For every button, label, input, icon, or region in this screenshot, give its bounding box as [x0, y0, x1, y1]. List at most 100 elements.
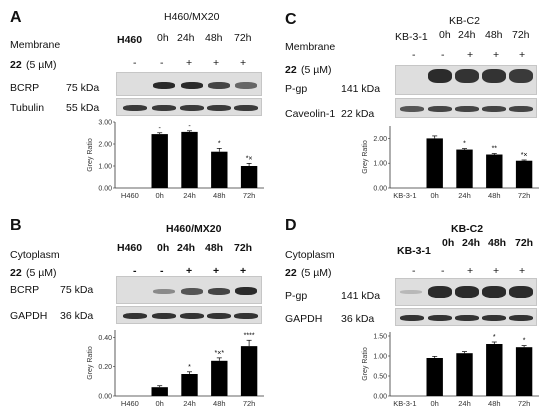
compartment-label: Membrane — [285, 41, 336, 53]
band-name: P-gp — [285, 290, 308, 302]
x-tick-label: 0h — [431, 191, 439, 200]
x-tick-label: 48h — [488, 399, 501, 408]
dose-label: (5 µM) — [301, 64, 332, 76]
x-tick-label: 24h — [183, 399, 196, 408]
band-name: BCRP — [10, 82, 40, 94]
panel-c: C KB-C2 Membrane KB-3-1 0h 24h 48h 72h 2… — [275, 0, 550, 208]
bar — [456, 149, 473, 188]
y-tick-label: 3.00 — [98, 120, 112, 127]
x-tick-label: 72h — [243, 399, 256, 408]
bar-chart: Grey Ratio 0.00 0.20 0.40 H460 0h * 24h *×* 48h **… — [87, 330, 264, 408]
band-kda: 36 kDa — [341, 313, 375, 325]
band-name: GAPDH — [285, 313, 323, 325]
x-tick-label: 24h — [458, 191, 471, 200]
panel-letter: D — [285, 217, 297, 234]
band-kda: 141 kDa — [341, 290, 381, 302]
y-tick-label: 0.00 — [373, 394, 387, 401]
bar — [486, 344, 503, 396]
x-tick-label: 48h — [488, 191, 501, 200]
bar — [240, 166, 258, 188]
y-tick-label: 0.00 — [98, 394, 112, 401]
resistant-cell-label: KB-C2 — [449, 15, 480, 27]
y-tick-label: 0.00 — [98, 186, 112, 193]
treatment-mark: + — [240, 57, 247, 69]
time-label-24h: 24h — [462, 237, 481, 249]
y-tick-label: 1.00 — [98, 164, 112, 171]
y-tick-label: 1.50 — [373, 334, 387, 341]
bar-chart: Grey Ratio 0.00 1.00 2.00 3.00 H460 - 0h - 24h * 48… — [87, 120, 264, 200]
bar — [426, 138, 443, 188]
compound-label: 22 — [10, 59, 22, 71]
significance-mark: - — [159, 125, 162, 132]
time-label-48h: 48h — [485, 29, 503, 41]
treatment-mark: + — [519, 49, 526, 61]
y-tick-label: 2.00 — [373, 136, 387, 143]
bar — [240, 346, 258, 396]
time-label-24h: 24h — [177, 32, 195, 44]
x-tick-label: 72h — [518, 191, 531, 200]
treatment-mark: + — [467, 265, 474, 277]
x-tick-label: 0h — [156, 399, 164, 408]
western-blot-loading-control — [395, 98, 537, 118]
dose-label: (5 µM) — [26, 59, 57, 71]
x-tick-label: 24h — [183, 191, 196, 200]
control-cell-label: H460 — [117, 34, 143, 46]
time-label-48h: 48h — [205, 242, 224, 254]
bar — [151, 134, 168, 188]
western-blot-pgp — [395, 278, 537, 306]
panel-b: B H460/MX20 Cytoplasm H460 0h 24h 48h 72… — [0, 208, 275, 416]
western-blot-bcrp — [116, 276, 262, 304]
resistant-cell-label: H460/MX20 — [166, 223, 222, 235]
y-tick-label: 0.50 — [373, 374, 387, 381]
treatment-mark: + — [493, 265, 500, 277]
treatment-mark: + — [467, 49, 474, 61]
y-axis-label: Grey Ratio — [87, 346, 94, 380]
significance-mark: *×* — [215, 350, 225, 357]
treatment-mark: - — [133, 265, 137, 277]
bar-chart: Grey Ratio 0.00 0.50 1.00 1.50 KB-3-1 0h 24h * 48… — [362, 332, 539, 408]
treatment-mark: + — [493, 49, 500, 61]
treatment-mark: + — [213, 57, 220, 69]
y-axis-label: Grey Ratio — [362, 140, 369, 174]
treatment-mark: + — [186, 57, 193, 69]
significance-mark: *× — [246, 155, 253, 162]
panel-d: D KB-C2 Cytoplasm KB-3-1 0h 24h 48h 72h … — [275, 208, 550, 416]
significance-mark: - — [188, 123, 191, 130]
treatment-mark: - — [441, 49, 445, 61]
treatment-mark: - — [160, 265, 164, 277]
x-tick-label: KB-3-1 — [393, 399, 416, 408]
band-name: P-gp — [285, 83, 308, 95]
significance-mark: * — [188, 364, 191, 371]
significance-mark: * — [523, 338, 526, 345]
time-label-72h: 72h — [512, 29, 530, 41]
y-axis-label: Grey Ratio — [87, 138, 94, 172]
x-tick-label: 48h — [213, 399, 226, 408]
time-label-72h: 72h — [234, 242, 253, 254]
bar — [211, 151, 228, 188]
band-kda: 141 kDa — [341, 83, 381, 95]
treatment-mark: - — [441, 265, 445, 277]
y-tick-label: 0.00 — [373, 186, 387, 193]
time-label-0h: 0h — [442, 237, 455, 249]
bar — [426, 358, 443, 396]
time-label-48h: 48h — [205, 32, 223, 44]
compound-label: 22 — [10, 267, 22, 279]
band-kda: 36 kDa — [60, 310, 94, 322]
band-kda: 75 kDa — [60, 284, 94, 296]
western-blot-bcrp — [116, 72, 262, 96]
band-name: Tubulin — [10, 102, 45, 114]
time-label-48h: 48h — [488, 237, 507, 249]
band-name: BCRP — [10, 284, 40, 296]
panel-letter: A — [10, 9, 22, 26]
treatment-mark: + — [213, 265, 220, 277]
treatment-mark: + — [519, 265, 526, 277]
bar — [456, 353, 473, 396]
bar-chart: Grey Ratio 0.00 1.00 2.00 KB-3-1 0h * 24h ** 48h *… — [362, 126, 539, 200]
y-tick-label: 2.00 — [98, 142, 112, 149]
x-tick-label: 0h — [156, 191, 164, 200]
time-label-0h: 0h — [157, 32, 169, 44]
bar — [181, 374, 198, 396]
compartment-label: Cytoplasm — [285, 249, 335, 261]
band-name: GAPDH — [10, 310, 48, 322]
significance-mark: * — [218, 140, 221, 147]
